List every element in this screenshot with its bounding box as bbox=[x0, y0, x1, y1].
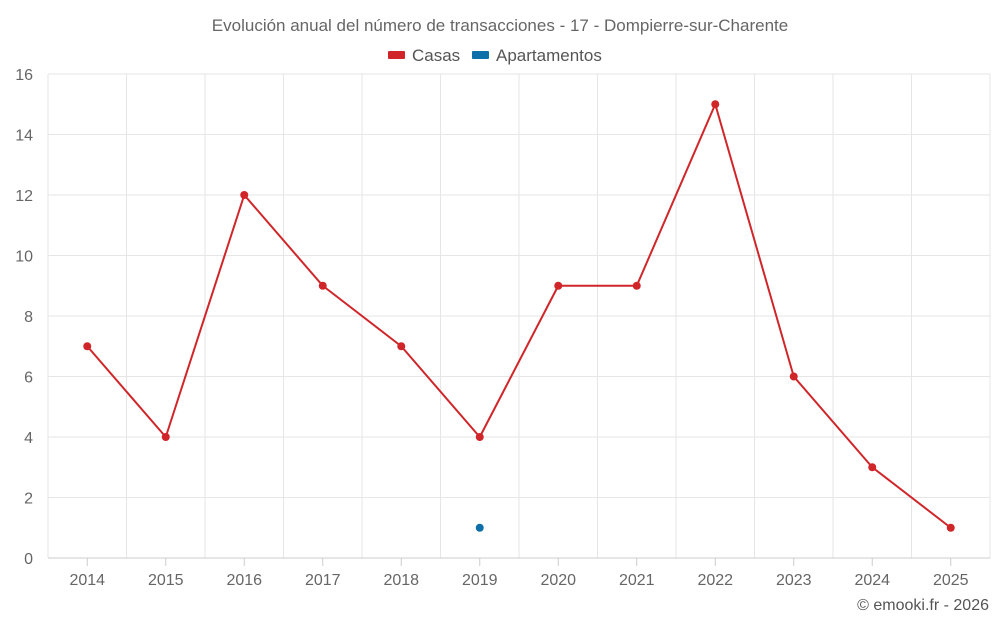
legend-item-apartamentos[interactable]: Apartamentos bbox=[472, 46, 602, 65]
data-point-casas[interactable] bbox=[711, 100, 720, 109]
y-tick-label: 6 bbox=[24, 370, 33, 387]
data-point-casas[interactable] bbox=[946, 523, 955, 532]
y-tick-label: 16 bbox=[15, 67, 33, 84]
x-axis-ticks: 2014 2015 2016 2017 2018 2019 2020 2021 2022 2023… bbox=[69, 558, 969, 589]
data-point-casas[interactable] bbox=[397, 342, 406, 351]
y-tick-label: 14 bbox=[15, 128, 33, 145]
y-axis-ticks: 0 2 4 6 8 10 12 14 16 bbox=[15, 67, 33, 568]
x-tick-label: 2016 bbox=[226, 572, 262, 589]
x-tick-label: 2024 bbox=[854, 572, 890, 589]
data-point-casas[interactable] bbox=[475, 433, 484, 441]
credit-text: © emooki.fr - 2026 bbox=[857, 597, 989, 614]
y-tick-label: 8 bbox=[24, 309, 33, 326]
legend-swatch-casas bbox=[388, 51, 405, 59]
series-apartamentos bbox=[475, 523, 484, 532]
y-tick-label: 10 bbox=[15, 249, 33, 266]
data-point-casas[interactable] bbox=[789, 372, 798, 381]
legend-item-casas[interactable]: Casas bbox=[388, 46, 460, 65]
series-layer bbox=[83, 100, 955, 532]
series-line-casas bbox=[86, 103, 952, 529]
x-tick-label: 2019 bbox=[462, 572, 498, 589]
y-tick-label: 0 bbox=[24, 551, 33, 568]
data-point-casas[interactable] bbox=[632, 281, 641, 290]
chart-title: Evolución anual del número de transaccio… bbox=[212, 16, 788, 35]
data-point-casas[interactable] bbox=[161, 433, 170, 441]
x-tick-label: 2017 bbox=[305, 572, 341, 589]
y-tick-label: 2 bbox=[24, 491, 33, 508]
x-tick-label: 2025 bbox=[933, 572, 969, 589]
x-tick-label: 2020 bbox=[540, 572, 576, 589]
x-tick-label: 2023 bbox=[776, 572, 812, 589]
x-tick-label: 2015 bbox=[148, 572, 184, 589]
y-tick-label: 12 bbox=[15, 188, 33, 205]
x-tick-label: 2021 bbox=[619, 572, 655, 589]
data-point-apartamentos[interactable] bbox=[475, 523, 484, 532]
data-point-casas[interactable] bbox=[83, 342, 92, 351]
x-tick-label: 2018 bbox=[383, 572, 419, 589]
legend-label-apartamentos: Apartamentos bbox=[496, 46, 602, 65]
data-point-casas[interactable] bbox=[554, 281, 563, 290]
data-point-casas[interactable] bbox=[868, 463, 877, 472]
gridlines bbox=[47, 73, 991, 559]
legend-swatch-apartamentos bbox=[472, 51, 489, 59]
series-casas bbox=[83, 100, 955, 532]
x-tick-label: 2022 bbox=[697, 572, 733, 589]
data-point-casas[interactable] bbox=[240, 191, 249, 199]
y-tick-label: 4 bbox=[24, 430, 33, 447]
x-tick-label: 2014 bbox=[69, 572, 105, 589]
data-point-casas[interactable] bbox=[318, 281, 327, 290]
legend-label-casas: Casas bbox=[412, 46, 460, 65]
legend: Casas Apartamentos bbox=[388, 46, 602, 65]
